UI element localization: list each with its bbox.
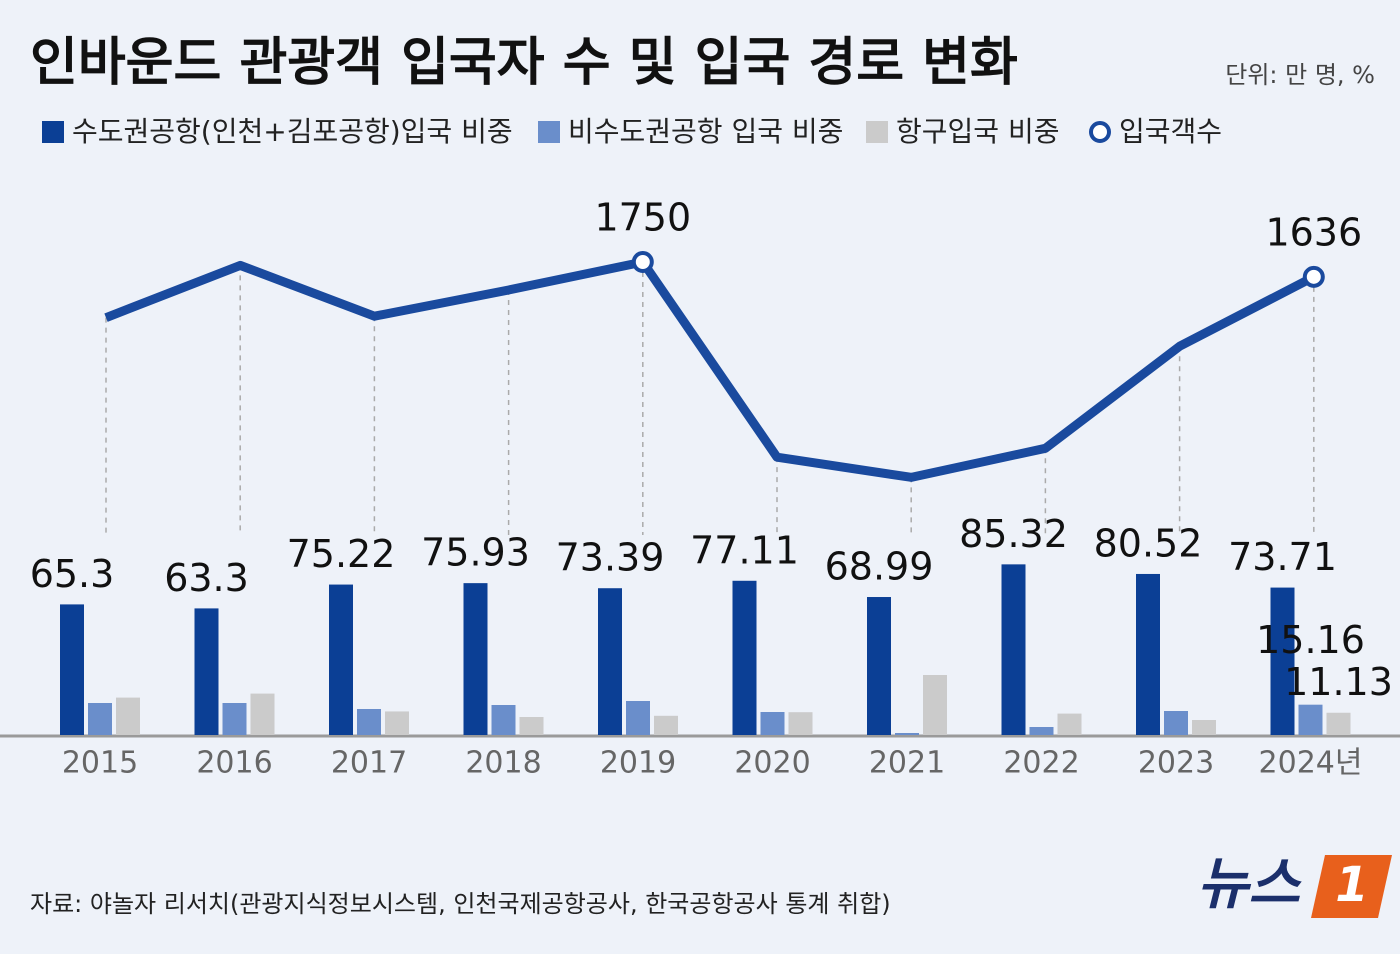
x-tick-label: 2015 [62, 746, 138, 781]
x-tick-label: 2020 [734, 746, 810, 781]
bar-label: 85.32 [959, 512, 1068, 556]
x-tick-label: 2016 [196, 746, 272, 781]
bar [1164, 711, 1188, 735]
bar [519, 717, 544, 735]
bar-label: 63.3 [164, 556, 249, 600]
logo-number: 1 [1335, 857, 1368, 913]
legend-swatch [42, 121, 64, 143]
line-label: 1636 [1265, 210, 1362, 254]
bar-label: 11.13 [1284, 660, 1393, 704]
bar [1001, 564, 1026, 735]
legend-label: 입국객수 [1119, 115, 1222, 148]
bar [732, 580, 757, 735]
bar-label: 73.71 [1228, 535, 1337, 579]
bar [116, 697, 140, 735]
line-label: 1750 [594, 196, 691, 240]
x-tick-label: 2019 [600, 746, 676, 781]
bar [1192, 720, 1216, 735]
bar [1057, 713, 1082, 735]
bar-label: 80.52 [1094, 521, 1203, 565]
bar [1136, 573, 1160, 735]
bar [1029, 727, 1054, 735]
bar [895, 733, 919, 735]
unit-note: 단위: 만 명, % [1225, 61, 1375, 89]
bar [194, 608, 219, 735]
bar [60, 604, 84, 735]
x-tick-label: 2017 [331, 746, 407, 781]
legend-swatch [866, 121, 888, 143]
bar [250, 693, 275, 735]
bar [654, 715, 678, 735]
bar-label: 15.16 [1256, 618, 1365, 662]
bar-label: 68.99 [825, 545, 934, 589]
chart-title: 인바운드 관광객 입국자 수 및 입국 경로 변화 [30, 33, 1018, 93]
logo-badge [1311, 855, 1392, 918]
legend-marker [1089, 121, 1111, 143]
legend-label: 비수도권공항 입국 비중 [568, 115, 843, 148]
bar [760, 712, 785, 735]
legend-label: 수도권공항(인천+김포공항)입국 비중 [72, 115, 513, 148]
bar [463, 583, 488, 735]
bar [788, 712, 813, 735]
bar [598, 588, 622, 735]
bar [357, 709, 381, 735]
bar-label: 65.3 [30, 552, 115, 596]
bar [385, 711, 409, 735]
line-marker [1302, 265, 1325, 288]
x-tick-label: 2022 [1003, 746, 1079, 781]
bar [867, 597, 891, 735]
bar [88, 703, 112, 735]
bar-label: 75.22 [287, 532, 396, 576]
bar [1298, 704, 1323, 735]
bar [923, 675, 947, 735]
x-tick-label: 2021 [869, 746, 945, 781]
logo-text: 뉴스 [1197, 852, 1303, 917]
bar-label: 75.93 [421, 531, 530, 575]
x-tick-label: 2023 [1138, 746, 1214, 781]
x-tick-label: 2024년 [1259, 746, 1363, 781]
bar [1326, 712, 1351, 735]
legend-label: 항구입국 비중 [896, 115, 1059, 148]
bar [329, 584, 353, 735]
bar [1270, 587, 1295, 735]
bar-label: 77.11 [690, 528, 799, 572]
source: 자료: 야놀자 리서치(관광지식정보시스템, 인천국제공항공사, 한국공항공사 … [30, 890, 891, 918]
x-tick-label: 2018 [465, 746, 541, 781]
bar [491, 705, 516, 735]
logo: 뉴스 1 [1197, 852, 1392, 918]
legend-swatch [538, 121, 560, 143]
bar [626, 701, 650, 735]
bar [222, 703, 247, 735]
bar-label: 73.39 [556, 536, 665, 580]
line-marker [631, 251, 654, 273]
line [104, 257, 1316, 482]
